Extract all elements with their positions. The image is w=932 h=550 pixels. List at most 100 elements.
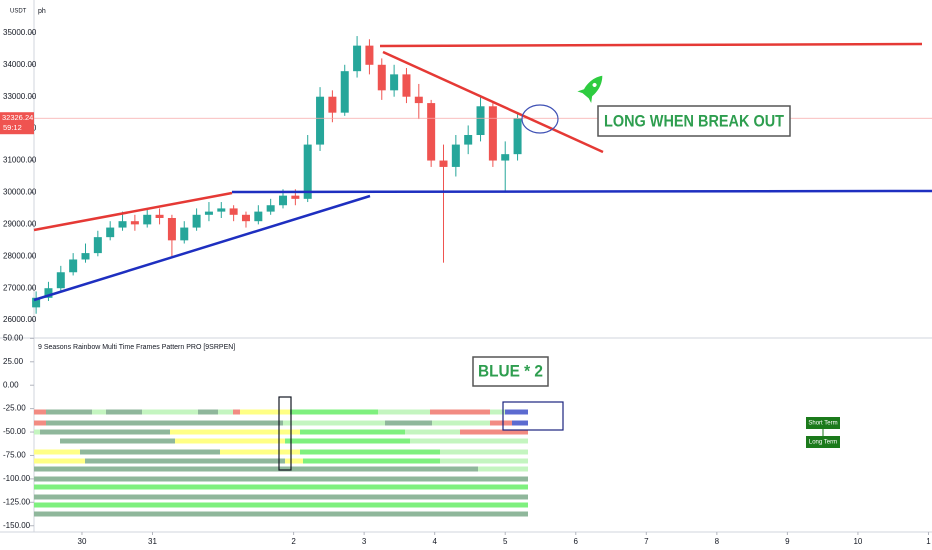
y-tick-label: 30000.00: [3, 188, 37, 197]
rainbow-segment: [34, 484, 528, 490]
rainbow-segment: [430, 409, 490, 415]
rainbow-segment: [46, 409, 92, 415]
rainbow-segment: [142, 409, 198, 415]
legend-entry: Short Term: [808, 421, 837, 427]
candle-body: [266, 205, 275, 212]
rainbow-segment: [290, 409, 378, 415]
last-price-label: 32326.24: [2, 113, 33, 122]
rainbow-segment: [170, 429, 300, 435]
countdown: 59:12: [3, 123, 22, 132]
rainbow-segment: [34, 476, 528, 482]
rainbow-segment: [440, 449, 528, 455]
candle-body: [513, 118, 522, 155]
rainbow-segment: [175, 438, 285, 444]
rainbow-segment: [220, 449, 300, 455]
candle-body: [93, 237, 102, 254]
y-tick-label: -150.00: [3, 521, 31, 530]
candle-body: [81, 253, 90, 260]
x-tick-label: 1: [926, 537, 931, 546]
candle-body: [192, 214, 201, 228]
legend-box: [806, 436, 840, 448]
y-tick-label: 0.00: [3, 380, 19, 389]
candle-body: [377, 64, 386, 91]
candle-body: [254, 211, 263, 222]
candle-body: [180, 227, 189, 241]
rainbow-segment: [46, 420, 283, 426]
annotation: LONG WHEN BREAK OUT: [604, 111, 785, 130]
rainbow-segment: [240, 409, 290, 415]
candle-body: [118, 221, 127, 228]
x-tick-label: 31: [148, 537, 157, 546]
rainbow-segment: [300, 429, 405, 435]
rainbow-segment: [490, 409, 505, 415]
indicator-title: 9 Seasons Rainbow Multi Time Frames Patt…: [38, 344, 235, 351]
rocket-icon: [577, 75, 603, 103]
rainbow-segment: [34, 420, 46, 426]
plot-layer: 35000.0034000.0033000.0032000.0031000.00…: [0, 28, 932, 546]
rainbow-segment: [432, 420, 490, 426]
x-tick-label: 30: [78, 537, 87, 546]
rainbow-segment: [490, 420, 512, 426]
y-tick-label: 35000.00: [3, 28, 37, 37]
candle-body: [427, 103, 436, 161]
rainbow-segment: [300, 449, 440, 455]
candle-body: [130, 221, 139, 225]
rainbow-segment: [85, 458, 285, 464]
y-tick-label: -125.00: [3, 497, 31, 506]
x-tick-label: 4: [432, 537, 437, 546]
rainbow-segment: [218, 409, 233, 415]
rainbow-segment: [34, 494, 528, 500]
candle-body: [44, 288, 53, 298]
candle-body: [501, 154, 510, 161]
candle-body: [402, 74, 411, 97]
rainbow-segment: [34, 449, 80, 455]
rainbow-segment: [378, 409, 430, 415]
candle-body: [476, 106, 485, 136]
legend-entry: Long Term: [809, 440, 837, 446]
y-tick-label: 29000.00: [3, 219, 37, 228]
rainbow-segment: [34, 429, 40, 435]
rainbow-segment: [410, 438, 528, 444]
candle-body: [303, 144, 312, 199]
candle-body: [353, 45, 362, 72]
y-tick-label: 25.00: [3, 357, 24, 366]
annotation: BLUE * 2: [478, 361, 543, 380]
rainbow-segment: [460, 429, 528, 435]
rainbow-segment: [285, 458, 303, 464]
rainbow-segment: [34, 466, 478, 472]
annotation-box: [597, 105, 791, 137]
interval: ph: [38, 8, 46, 15]
trend-line: [382, 50, 604, 154]
x-tick-label: 2: [291, 537, 296, 546]
y-tick-label: 50.00: [3, 333, 24, 342]
candle-body: [143, 214, 152, 225]
candle-body: [32, 297, 41, 308]
rainbow-segment: [233, 409, 240, 415]
x-tick-label: 6: [574, 537, 579, 546]
rainbow-segment: [478, 466, 528, 472]
x-tick-label: 5: [503, 537, 508, 546]
trend-line: [33, 191, 233, 232]
y-tick-label: -50.00: [3, 427, 26, 436]
candle-body: [316, 96, 325, 145]
rainbow-segment: [440, 458, 528, 464]
x-tick-label: 9: [785, 537, 790, 546]
rainbow-segment: [512, 420, 528, 426]
candle-body: [291, 195, 300, 199]
highlight-ellipse: [521, 104, 559, 134]
candle-body: [451, 144, 460, 167]
rainbow-segment: [34, 511, 528, 517]
drawings: [33, 42, 932, 471]
highlight-box: [502, 401, 564, 431]
x-tick-label: 3: [362, 537, 367, 546]
rainbow-segment: [303, 458, 440, 464]
trend-line: [379, 42, 923, 48]
candle-body: [279, 195, 288, 206]
y-tick-label: -75.00: [3, 451, 26, 460]
rainbow-segment: [285, 438, 410, 444]
candle-body: [328, 96, 337, 113]
y-tick-label: 31000.00: [3, 156, 37, 165]
rainbow-segment: [385, 420, 432, 426]
candle-body: [488, 106, 497, 161]
